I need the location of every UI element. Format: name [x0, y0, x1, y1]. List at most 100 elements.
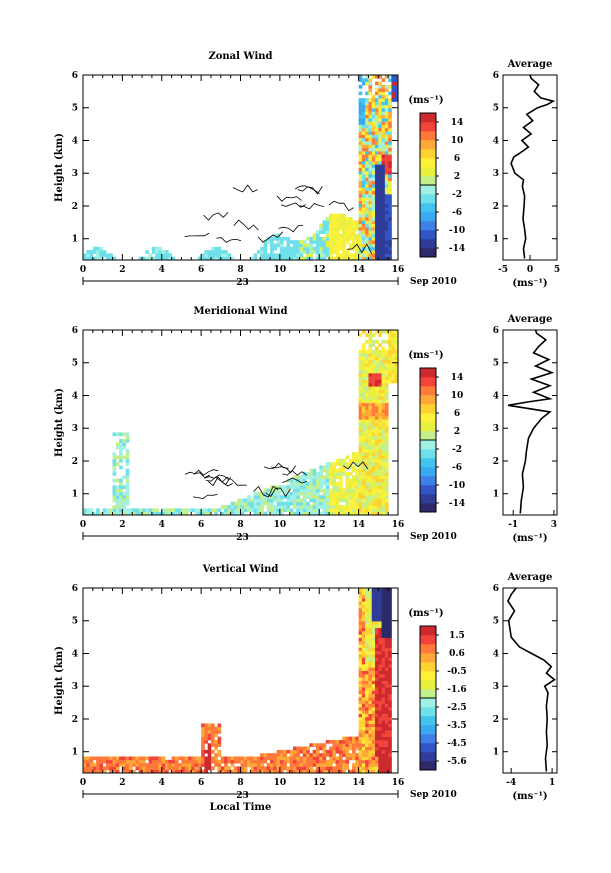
- zonal-heatmap-cell: [263, 256, 268, 261]
- vertical-heatmap-cell: [361, 720, 366, 724]
- zonal-heatmap-cell: [342, 226, 346, 231]
- zonal-heatmap-cell: [365, 256, 369, 261]
- zonal-heatmap-cell: [279, 253, 284, 258]
- meridional-heatmap-cell: [381, 485, 386, 489]
- meridional-heatmap-cell: [306, 485, 310, 489]
- zonal-heatmap-cell: [384, 131, 389, 135]
- vertical-heatmap-cell: [388, 713, 392, 718]
- vertical-heatmap-cell: [368, 759, 373, 764]
- zonal-heatmap-cell: [358, 160, 363, 165]
- vertical-heatmap-cell: [171, 763, 176, 767]
- vertical-heatmap-cell: [384, 763, 389, 767]
- meridional-heatmap-cell: [381, 409, 386, 413]
- vertical-colorbar-tick-label: 0.6: [449, 649, 465, 659]
- zonal-heatmap-cell: [315, 253, 320, 258]
- meridional-heatmap-cell: [358, 455, 363, 460]
- meridional-heatmap-cell: [358, 472, 363, 476]
- zonal-heatmap-cell: [371, 223, 376, 228]
- meridional-heatmap-cell: [335, 462, 340, 466]
- vertical-heatmap-cell: [365, 687, 369, 691]
- vertical-heatmap-cell: [381, 746, 386, 751]
- vertical-heatmap-cell: [122, 759, 127, 764]
- vertical-heatmap-cell: [388, 706, 392, 711]
- zonal-heatmap-cell: [338, 236, 343, 241]
- zonal-heatmap-cell: [368, 180, 373, 185]
- meridional-heatmap-cell: [368, 511, 373, 516]
- zonal-heatmap-cell: [388, 210, 392, 215]
- meridional-heatmap-cell: [384, 468, 389, 473]
- vertical-heatmap-cell: [253, 756, 258, 761]
- vertical-heatmap-cell: [371, 749, 376, 754]
- meridional-heatmap-cell: [115, 495, 120, 499]
- zonal-heatmap-cell: [358, 203, 363, 208]
- vertical-colorbar-tick-label: -3.5: [447, 721, 466, 731]
- meridional-heatmap-cell: [135, 511, 140, 516]
- vertical-heatmap-cell: [204, 756, 209, 761]
- meridional-heatmap-cell: [230, 508, 235, 513]
- zonal-contour-line: [233, 219, 259, 231]
- meridional-heatmap-cell: [194, 508, 199, 513]
- meridional-heatmap-cell: [384, 495, 389, 499]
- vertical-heatmap-cell: [381, 650, 386, 655]
- meridional-heatmap-cell: [115, 505, 120, 509]
- meridional-heatmap-cell: [253, 505, 258, 509]
- vertical-heatmap-cell: [243, 766, 248, 771]
- vertical-heatmap-cell: [338, 743, 343, 747]
- zonal-heatmap-cell: [332, 250, 337, 254]
- vertical-heatmap-cell: [375, 647, 379, 652]
- meridional-heatmap-cell: [375, 429, 379, 433]
- vertical-heatmap-cell: [368, 749, 373, 754]
- zonal-colorbar-swatch: [420, 212, 436, 222]
- vertical-heatmap-cell: [338, 763, 343, 767]
- vertical-heatmap-cell: [197, 769, 202, 774]
- vertical-heatmap-cell: [375, 588, 379, 592]
- vertical-x-tick-label: 6: [198, 778, 204, 788]
- vertical-heatmap-cell: [96, 763, 100, 767]
- vertical-heatmap-cell: [384, 769, 389, 774]
- meridional-heatmap-cell: [112, 468, 117, 473]
- zonal-heatmap-cell: [368, 240, 373, 244]
- meridional-heatmap-cell: [371, 472, 376, 476]
- vertical-heatmap-cell: [368, 743, 373, 747]
- meridional-heatmap-cell: [368, 392, 373, 397]
- vertical-heatmap-cell: [315, 749, 320, 754]
- meridional-heatmap-cell: [384, 425, 389, 430]
- vertical-heatmap-cell: [138, 763, 143, 767]
- zonal-colorbar-swatch: [420, 113, 436, 123]
- vertical-heatmap-cell: [358, 630, 363, 635]
- vertical-heatmap-cell: [158, 763, 163, 767]
- vertical-heatmap-cell: [243, 756, 248, 761]
- vertical-heatmap-cell: [378, 621, 382, 625]
- zonal-heatmap-cell: [384, 184, 389, 188]
- zonal-heatmap-cell: [371, 236, 376, 241]
- zonal-heatmap-cell: [361, 180, 366, 185]
- zonal-heatmap-cell: [161, 250, 166, 254]
- meridional-heatmap-cell: [365, 508, 369, 513]
- vertical-heatmap-cell: [368, 700, 373, 705]
- zonal-heatmap-cell: [329, 256, 333, 261]
- meridional-heatmap-cell: [306, 488, 310, 493]
- meridional-heatmap-cell: [296, 508, 300, 513]
- zonal-heatmap-cell: [388, 127, 392, 132]
- meridional-heatmap-cell: [361, 508, 366, 513]
- meridional-heatmap-cell: [329, 491, 333, 496]
- zonal-heatmap-cell: [293, 250, 297, 254]
- vertical-heatmap-cell: [358, 611, 363, 615]
- zonal-heatmap-cell: [384, 250, 389, 254]
- vertical-heatmap-cell: [293, 756, 297, 761]
- vertical-heatmap-cell: [375, 713, 379, 718]
- meridional-heatmap-cell: [273, 495, 277, 499]
- vertical-heatmap-cell: [368, 594, 373, 599]
- vertical-heatmap-cell: [361, 677, 366, 681]
- zonal-heatmap-cell: [378, 124, 382, 129]
- vertical-heatmap-cell: [204, 739, 209, 744]
- vertical-heatmap-cell: [381, 647, 386, 652]
- vertical-heatmap-cell: [365, 647, 369, 652]
- vertical-heatmap-cell: [371, 763, 376, 767]
- vertical-colorbar-swatch: [420, 752, 436, 762]
- zonal-heatmap-cell: [365, 98, 369, 102]
- meridional-heatmap-cell: [358, 412, 363, 417]
- meridional-heatmap-cell: [335, 501, 340, 506]
- vertical-heatmap-cell: [365, 693, 369, 698]
